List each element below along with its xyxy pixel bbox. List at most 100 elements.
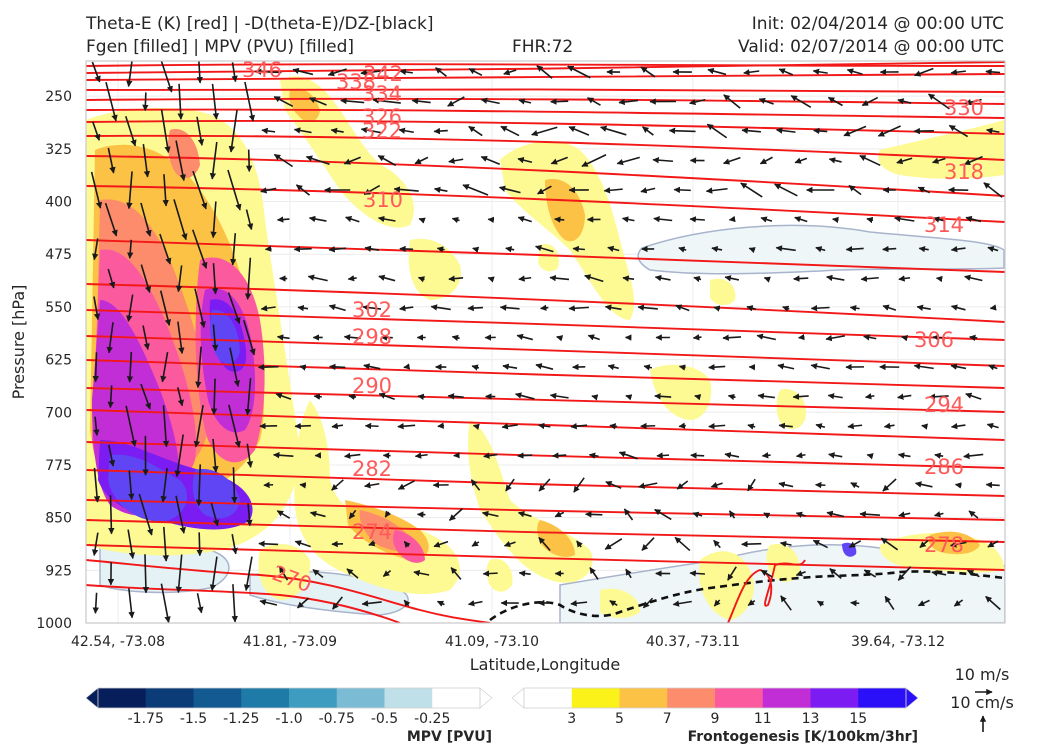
theta-e-label: 326 — [362, 105, 402, 129]
wind-vector-arrow — [674, 536, 691, 552]
wind-vector-arrow — [348, 509, 357, 520]
wind-vector-arrow — [346, 568, 359, 579]
wind-vector-arrow — [293, 127, 312, 134]
colorbar-tick-label: 5 — [615, 711, 624, 727]
wind-vector-arrow — [384, 510, 392, 518]
wind-vector-arrow — [790, 95, 812, 108]
wind-vector-arrow — [417, 276, 426, 283]
wind-vector-arrow — [556, 335, 564, 342]
wind-vector-arrow — [576, 540, 583, 548]
wind-vector-arrow — [964, 98, 982, 106]
wind-vector-arrow — [343, 156, 361, 165]
wind-vector-arrow — [897, 393, 912, 400]
wind-vector-arrow — [414, 452, 428, 459]
wind-vector-arrow — [756, 333, 776, 341]
wind-vectors — [90, 61, 1003, 623]
wind-vector-arrow — [826, 274, 845, 282]
wind-vector-arrow — [898, 275, 911, 282]
wind-vector-arrow — [332, 596, 343, 610]
wind-vector-arrow — [177, 321, 185, 355]
theta-e-label: 342 — [363, 62, 403, 86]
wind-vector-arrow — [467, 600, 483, 607]
x-tick-label: 42.54, -73.08 — [71, 634, 165, 650]
wind-vector-arrow — [175, 265, 183, 293]
colorbar-tick-label: -1.0 — [275, 711, 302, 727]
wind-vector-arrow — [825, 334, 846, 342]
wind-vector-arrow — [160, 109, 171, 154]
wind-vector-arrow — [552, 452, 567, 459]
theta-e-label: 282 — [352, 457, 392, 481]
wind-vector-arrow — [275, 392, 292, 400]
theta-e-line — [86, 441, 1005, 469]
wind-vector-arrow — [471, 540, 480, 547]
theta-e-line — [86, 499, 1005, 521]
wind-vector-arrow — [483, 452, 498, 459]
y-tick-label: 250 — [45, 89, 72, 105]
wind-vector-arrow — [616, 156, 640, 166]
colorbar-tick-label: -0.25 — [414, 711, 450, 727]
wind-vector-arrow — [467, 304, 484, 312]
wind-vector-arrow — [436, 600, 445, 607]
colorbar-segment — [810, 688, 859, 708]
wind-vector-arrow — [866, 216, 874, 224]
wind-vector-arrow — [896, 157, 913, 165]
wind-vector-arrow — [92, 121, 101, 141]
wind-vector-arrow — [898, 511, 911, 518]
wind-vector-arrow — [827, 96, 843, 107]
wind-vector-arrow — [498, 185, 521, 194]
wind-vector-arrow — [727, 393, 736, 401]
wind-vector-arrow — [829, 568, 842, 579]
wind-vector-arrow — [708, 363, 726, 371]
wind-vector-arrow — [843, 125, 867, 137]
wind-vector-arrow — [609, 423, 618, 430]
y-tick-label: 325 — [45, 142, 72, 158]
colorbar-segment — [289, 688, 338, 708]
wind-vector-arrow — [344, 452, 361, 459]
wind-vector-arrow — [126, 171, 133, 210]
wind-vector-arrow — [794, 157, 808, 164]
wind-vector-arrow — [827, 393, 843, 400]
plot-frame — [85, 60, 1006, 624]
theta-e-label: 346 — [242, 58, 282, 82]
wind-vector-arrow — [468, 67, 483, 77]
wind-vector-arrow — [676, 480, 689, 490]
theta-e-label: 334 — [362, 82, 402, 106]
wind-vector-arrow — [260, 187, 277, 194]
wind-vector-arrow — [327, 68, 347, 77]
wind-vector-arrow — [775, 127, 796, 134]
wind-vector-arrow — [92, 238, 99, 261]
wind-vector-arrow — [104, 202, 118, 237]
wind-vector-arrow — [175, 495, 186, 534]
wind-vector-arrow — [748, 247, 756, 254]
wind-vector-arrow — [260, 305, 276, 312]
wind-vector-arrow — [741, 540, 762, 548]
wind-vector-arrow — [963, 452, 984, 460]
forecast-hour: FHR:72 — [512, 37, 574, 57]
wind-vector-arrow — [894, 215, 915, 223]
wind-vector-arrow — [448, 275, 464, 282]
wind-vector-arrow — [229, 347, 241, 387]
wind-vector-arrow — [451, 216, 460, 224]
wind-vector-arrow — [518, 98, 532, 105]
wind-vector-arrow — [653, 215, 673, 223]
wind-vector-arrow — [535, 363, 554, 370]
wind-vector-arrow — [623, 508, 634, 521]
wind-vector-arrow — [499, 304, 520, 311]
wind-vector-arrow — [607, 245, 620, 253]
wind-vector-arrow — [607, 363, 619, 371]
wind-vector-arrow — [227, 169, 242, 211]
wind-vector-arrow — [863, 334, 877, 341]
wind-vector-arrow — [436, 246, 445, 253]
wind-vector-arrow — [210, 378, 218, 415]
theta-e-label: 310 — [363, 188, 403, 212]
wind-vector-arrow — [537, 185, 552, 195]
theta-e-label: 278 — [924, 533, 964, 557]
wind-vector-arrow — [93, 467, 101, 503]
wind-vector-arrow — [812, 539, 828, 549]
wind-vector-arrow — [932, 216, 945, 223]
wind-vector-arrow — [849, 304, 860, 312]
wind-vector-arrow — [950, 69, 966, 76]
wind-vector-arrow — [328, 246, 347, 253]
wind-vector-arrow — [140, 264, 152, 293]
